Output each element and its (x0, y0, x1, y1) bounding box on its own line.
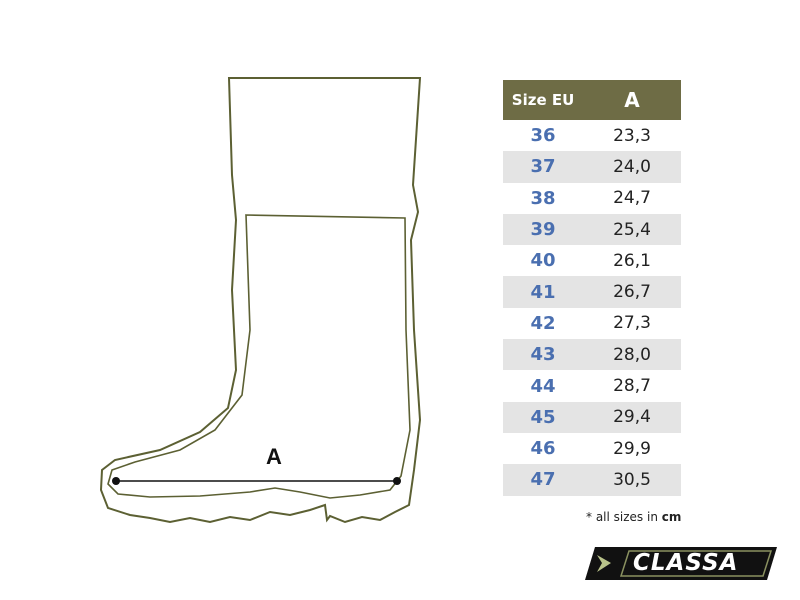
size-cell: 45 (503, 401, 584, 433)
note-text: * all sizes in (586, 510, 662, 524)
size-cell: 46 (530, 438, 556, 460)
a-value-cell: 24,0 (583, 151, 681, 183)
a-value-cell: 23,3 (613, 125, 651, 146)
size-cell: 38 (530, 187, 556, 209)
size-cell: 40 (530, 250, 556, 272)
a-value-cell: 26,1 (613, 250, 651, 271)
a-value-cell: 24,7 (613, 188, 651, 209)
a-value-cell: 27,3 (613, 313, 651, 334)
size-cell: 42 (530, 312, 556, 334)
table-row: 47 30,5 (503, 464, 681, 496)
a-value-cell: 26,7 (583, 276, 681, 308)
size-cell: 43 (503, 339, 584, 371)
a-value-cell: 30,5 (583, 464, 681, 496)
a-value-cell: 29,9 (613, 438, 651, 459)
table-row: 46 29,9 (503, 433, 681, 464)
size-cell: 47 (503, 464, 584, 496)
units-note: * all sizes in cm (586, 510, 681, 524)
table-row: 39 25,4 (503, 213, 681, 246)
boot-outer-outline (99, 77, 422, 524)
size-cell: 37 (503, 151, 584, 183)
table-row: 37 24,0 (503, 151, 681, 183)
size-table: Size EU A 36 23,3 37 24,0 38 24,7 39 25,4 40 26,1… (503, 80, 681, 496)
size-cell: 41 (503, 276, 584, 308)
table-row: 44 28,7 (503, 370, 681, 401)
logo-arrow-icon (597, 555, 611, 572)
note-unit: cm (661, 510, 682, 524)
a-value-cell: 29,4 (583, 401, 681, 433)
table-row: 36 23,3 (503, 120, 681, 151)
dimension-endpoint (393, 477, 401, 485)
table-row: 43 28,0 (503, 339, 681, 371)
boot-inner-outline (107, 214, 411, 499)
header-size: Size EU (503, 80, 584, 120)
dimension-endpoint (112, 477, 120, 485)
dimension-label: A (266, 444, 282, 469)
size-cell: 44 (530, 375, 556, 397)
size-cell: 36 (530, 125, 556, 147)
table-header: Size EU A (503, 80, 681, 120)
table-row: 38 24,7 (503, 183, 681, 214)
table-row: 41 26,7 (503, 276, 681, 308)
logo-text: CLASSA (633, 550, 739, 576)
table-row: 40 26,1 (503, 245, 681, 276)
table-row: 45 29,4 (503, 401, 681, 433)
classa-logo (585, 547, 777, 580)
header-a: A (583, 80, 681, 120)
a-value-cell: 28,0 (583, 339, 681, 371)
a-value-cell: 28,7 (613, 376, 651, 397)
a-value-cell: 25,4 (583, 213, 681, 246)
table-row: 42 27,3 (503, 308, 681, 339)
size-cell: 39 (503, 213, 584, 246)
